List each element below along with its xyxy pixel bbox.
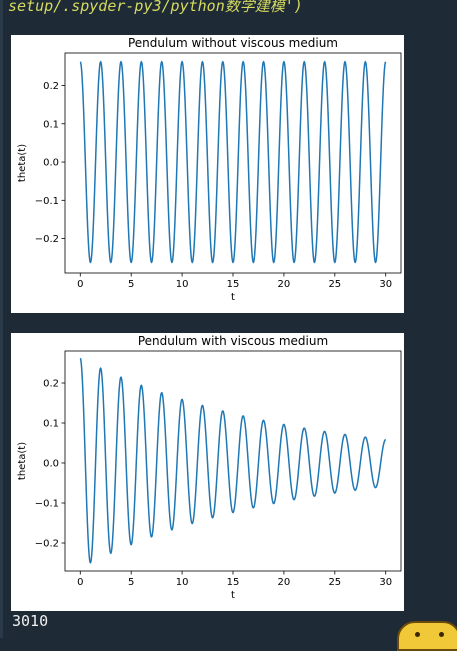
mascot-icon[interactable] (397, 621, 457, 651)
x-axis-label: t (231, 292, 235, 303)
y-tick-label: 0.2 (43, 379, 59, 390)
series-line (79, 60, 387, 264)
y-tick-label: 0.1 (43, 119, 59, 130)
x-tick-label: 25 (328, 577, 341, 588)
y-axis-label: theta(t) (17, 442, 28, 480)
plot-undamped: Pendulum without viscous medium 0 5 10 15 20 2… (11, 35, 404, 313)
x-tick-label: 15 (227, 577, 240, 588)
x-tick-label: 30 (379, 279, 392, 290)
y-tick-label: 0.1 (43, 419, 59, 430)
x-tick-label: 0 (77, 279, 83, 290)
y-tick-label: 0.0 (43, 459, 59, 470)
x-tick-label: 0 (77, 577, 83, 588)
chart-title: Pendulum with viscous medium (138, 334, 328, 348)
chart-undamped-svg: Pendulum without viscous medium 0 5 10 15 20 2… (17, 36, 402, 303)
y-tick-label: −0.1 (35, 499, 59, 510)
x-tick-label: 25 (328, 279, 341, 290)
y-tick-label: −0.1 (35, 196, 59, 207)
y-tick-label: 0.2 (43, 81, 59, 92)
x-axis-label: t (231, 590, 235, 601)
chart-title: Pendulum without viscous medium (128, 36, 338, 50)
x-tick-label: 20 (278, 577, 291, 588)
chart-damped-svg: Pendulum with viscous medium 0 5 10 15 20 25 30… (17, 334, 402, 601)
x-tick-label: 30 (379, 577, 392, 588)
x-tick-label: 15 (227, 279, 240, 290)
series-line (79, 357, 386, 564)
editor-gutter (0, 0, 3, 638)
plot-damped: Pendulum with viscous medium 0 5 10 15 20 25 30… (11, 333, 404, 611)
y-axis-label: theta(t) (17, 144, 28, 182)
x-tick-label: 5 (128, 279, 134, 290)
y-tick-label: −0.2 (35, 539, 59, 550)
y-tick-label: −0.2 (35, 234, 59, 245)
y-tick-label: 0.0 (43, 158, 59, 169)
x-tick-label: 10 (176, 279, 189, 290)
x-tick-label: 10 (176, 577, 189, 588)
console-output: 3010 (12, 612, 49, 630)
x-tick-label: 5 (128, 577, 134, 588)
console-header-text: setup/.spyder-py3/python数学建模') (8, 0, 303, 15)
x-tick-label: 20 (278, 279, 291, 290)
